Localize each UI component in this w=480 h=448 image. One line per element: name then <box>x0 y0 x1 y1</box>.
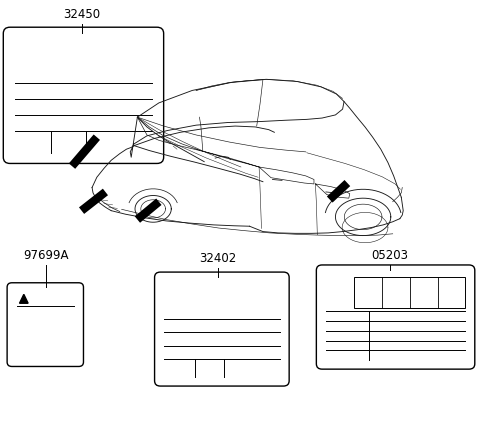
FancyBboxPatch shape <box>155 272 289 386</box>
Bar <box>354 277 465 308</box>
Polygon shape <box>20 294 28 303</box>
Text: 32450: 32450 <box>63 8 100 21</box>
Text: 05203: 05203 <box>372 249 408 262</box>
Text: 97699A: 97699A <box>23 249 69 262</box>
FancyBboxPatch shape <box>316 265 475 369</box>
FancyBboxPatch shape <box>3 27 164 164</box>
FancyBboxPatch shape <box>7 283 84 366</box>
Text: 32402: 32402 <box>199 252 236 265</box>
